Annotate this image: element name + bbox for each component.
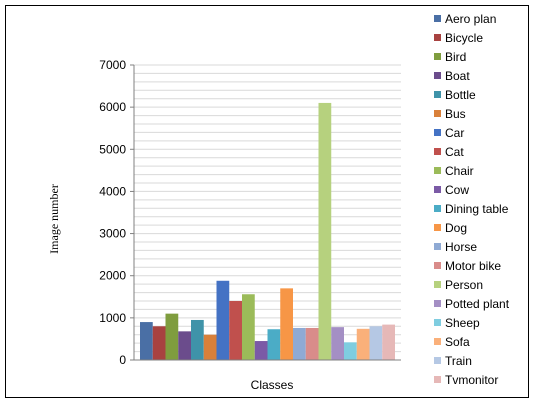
bar-sofa: [356, 328, 370, 360]
y-tick-label: 3000: [99, 227, 126, 241]
legend-swatch: [434, 319, 441, 326]
legend-label: Aero plan: [445, 12, 496, 26]
legend-swatch: [434, 376, 441, 383]
legend-label: Boat: [445, 69, 470, 83]
y-tick-label: 2000: [99, 269, 126, 283]
legend-swatch: [434, 53, 441, 60]
legend-swatch: [434, 91, 441, 98]
legend-swatch: [434, 129, 441, 136]
y-tick-label: 4000: [99, 184, 126, 198]
bar-aero-plan: [140, 322, 153, 360]
gridlines: [134, 64, 401, 361]
legend-label: Bottle: [445, 88, 476, 102]
legend-swatch: [434, 186, 441, 193]
legend-swatch: [434, 243, 441, 250]
legend-label: Motor bike: [445, 259, 501, 273]
legend-label: Chair: [445, 164, 474, 178]
bar-boat: [178, 331, 191, 360]
legend: Aero plan Bicycle Bird Boat Bottle Bus Car Cat C…: [434, 12, 510, 387]
legend-swatch: [434, 357, 441, 364]
legend-swatch: [434, 300, 441, 307]
bar-horse: [293, 327, 306, 360]
legend-label: Bird: [445, 50, 466, 64]
axes: 0 1000 2000 3000 4000 5000 6000 7000: [99, 58, 401, 367]
legend-label: Train: [445, 354, 472, 368]
legend-swatch: [434, 148, 441, 155]
bar-dog: [280, 288, 293, 360]
bar-chart: 0 1000 2000 3000 4000 5000 6000 7000 Classes Im…: [47, 12, 510, 392]
bar-train: [369, 326, 383, 360]
bar-cat: [229, 301, 242, 360]
legend-label: Potted plant: [445, 297, 510, 311]
bar-potted-plant: [331, 327, 344, 360]
bar-sheep: [344, 342, 357, 360]
legend-swatch: [434, 205, 441, 212]
legend-label: Cat: [445, 145, 464, 159]
y-tick-label: 0: [119, 353, 126, 367]
legend-swatch: [434, 15, 441, 22]
bar-motor-bike: [305, 327, 319, 360]
legend-label: Tvmonitor: [445, 373, 498, 387]
legend-label: Car: [445, 126, 464, 140]
legend-label: Person: [445, 278, 483, 292]
legend-label: Cow: [445, 183, 469, 197]
legend-swatch: [434, 338, 441, 345]
legend-swatch: [434, 167, 441, 174]
bar-car: [216, 280, 230, 360]
bar-person: [318, 102, 332, 360]
bar-bus: [203, 334, 217, 360]
legend-label: Sofa: [445, 335, 470, 349]
y-axis-title: Image number: [47, 184, 61, 254]
bars: [140, 102, 395, 360]
legend-label: Bus: [445, 107, 466, 121]
bar-bird: [165, 313, 179, 360]
legend-swatch: [434, 110, 441, 117]
bar-tvmonitor: [382, 324, 395, 360]
y-tick-label: 7000: [99, 58, 126, 72]
legend-swatch: [434, 34, 441, 41]
y-tick-label: 1000: [99, 311, 126, 325]
bar-dining-table: [267, 329, 281, 360]
legend-swatch: [434, 224, 441, 231]
legend-label: Bicycle: [445, 31, 483, 45]
legend-label: Horse: [445, 240, 477, 254]
y-tick-label: 6000: [99, 100, 126, 114]
legend-label: Dining table: [445, 202, 509, 216]
bar-cow: [254, 341, 268, 360]
legend-label: Sheep: [445, 316, 480, 330]
legend-swatch: [434, 262, 441, 269]
bar-chair: [242, 294, 255, 360]
x-axis-title: Classes: [251, 378, 294, 392]
bar-bottle: [191, 319, 204, 360]
y-tick-label: 5000: [99, 142, 126, 156]
chart-frame: 0 1000 2000 3000 4000 5000 6000 7000 Classes Im…: [5, 5, 529, 398]
bar-bicycle: [152, 326, 166, 360]
legend-label: Dog: [445, 221, 467, 235]
legend-swatch: [434, 281, 441, 288]
legend-swatch: [434, 72, 441, 79]
